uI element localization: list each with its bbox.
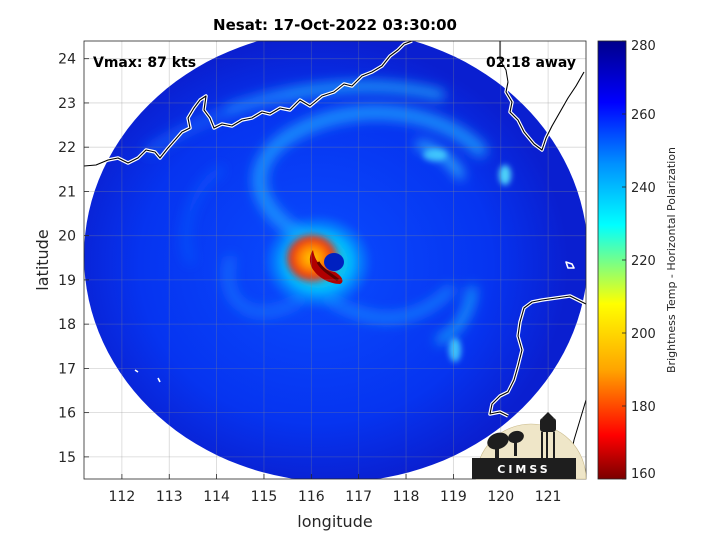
colorbar-ticks: 160 180 200 220 240 260 280 xyxy=(622,39,656,482)
y-tick-label: 15 xyxy=(58,450,76,466)
colorbar-tick-label: 220 xyxy=(631,254,656,269)
map-axes: 112 113 114 115 116 117 118 119 120 121 151617181… xyxy=(58,40,587,505)
x-tick-label: 115 xyxy=(251,489,278,505)
colorbar-label: Brightness Temp - Horizontal Polarizatio… xyxy=(665,147,678,373)
vmax-label: Vmax: 87 kts xyxy=(93,55,196,71)
y-tick-label: 20 xyxy=(58,229,76,245)
y-tick-label: 21 xyxy=(58,184,76,200)
y-tick-label: 16 xyxy=(58,406,76,422)
colorbar-tick-label: 160 xyxy=(631,467,656,482)
x-tick-label: 117 xyxy=(345,489,372,505)
colorbar-tick-label: 180 xyxy=(631,400,656,415)
figure-title: Nesat: 17-Oct-2022 03:30:00 xyxy=(213,16,457,34)
x-axis-label: longitude xyxy=(297,512,372,531)
y-axis-label: latitude xyxy=(33,229,52,290)
coastlines xyxy=(84,41,586,461)
eyewall xyxy=(284,232,344,284)
colorbar-gradient xyxy=(597,40,627,480)
axes-frame xyxy=(83,40,587,480)
x-axis-ticks: 112 113 114 115 116 117 118 119 120 121 xyxy=(109,474,562,505)
y-tick-label: 19 xyxy=(58,273,76,289)
x-tick-label: 121 xyxy=(535,489,562,505)
y-axis-ticks: 15 16 17 18 19 20 21 22 23 24 xyxy=(58,52,89,466)
water-tower-icon xyxy=(540,412,556,460)
x-tick-label: 116 xyxy=(298,489,325,505)
y-tick-label: 23 xyxy=(58,96,76,112)
storm-eye xyxy=(324,253,344,271)
logo-text: CIMSS xyxy=(497,463,550,476)
time-away-label: 02:18 away xyxy=(486,55,576,71)
colorbar-tick-label: 240 xyxy=(631,181,656,196)
x-tick-label: 118 xyxy=(393,489,420,505)
convective-cells xyxy=(423,149,511,362)
cimss-logo: CIMSS xyxy=(472,412,587,480)
x-tick-label: 112 xyxy=(109,489,136,505)
x-tick-label: 119 xyxy=(440,489,467,505)
colorbar-tick-label: 280 xyxy=(631,39,656,54)
x-tick-label: 114 xyxy=(203,489,230,505)
colorbar: 160 180 200 220 240 260 280 Brightness Temp - … xyxy=(597,39,678,482)
y-tick-label: 24 xyxy=(58,52,76,68)
colorbar-tick-label: 260 xyxy=(631,108,656,123)
satellite-dish-icon xyxy=(487,430,524,459)
y-tick-label: 17 xyxy=(58,361,76,377)
colorbar-tick-label: 200 xyxy=(631,327,656,342)
x-tick-label: 120 xyxy=(487,489,514,505)
y-tick-label: 18 xyxy=(58,317,76,333)
x-tick-label: 113 xyxy=(156,489,183,505)
y-tick-label: 22 xyxy=(58,140,76,156)
